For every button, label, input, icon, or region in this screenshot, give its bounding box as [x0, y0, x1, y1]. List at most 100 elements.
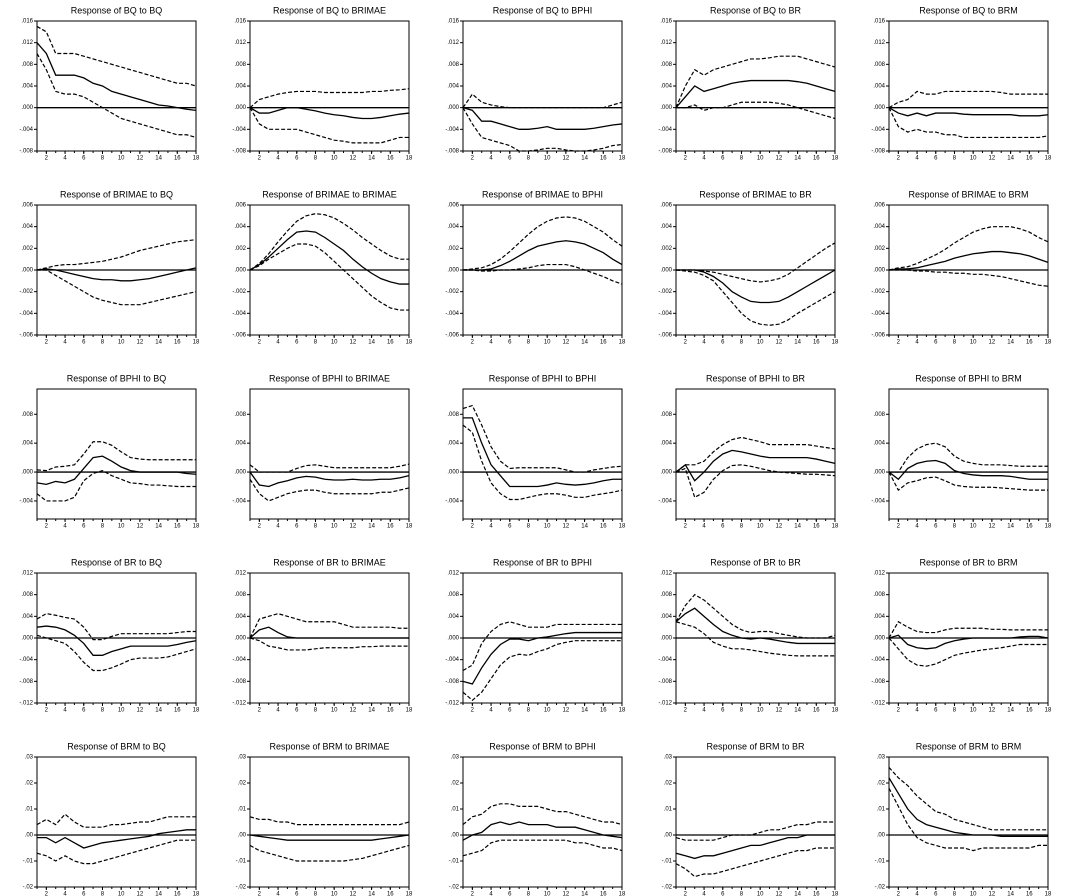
chart-title: Response of BQ to BQ — [71, 5, 163, 15]
chart-panel: Response of BR to BRIMAE-.012-.008-.004.… — [232, 557, 413, 713]
confidence-band-line — [250, 845, 409, 861]
y-tick-label: .000 — [447, 470, 459, 476]
x-tick-label: 8 — [101, 892, 105, 896]
confidence-band-line — [889, 638, 1048, 666]
x-tick-label: 6 — [508, 340, 512, 346]
x-tick-label: 18 — [406, 524, 413, 530]
y-tick-label: -.012 — [445, 701, 459, 707]
x-tick-label: 18 — [193, 892, 200, 896]
y-tick-label: -.004 — [19, 657, 33, 663]
x-tick-label: 2 — [258, 340, 262, 346]
x-tick-label: 8 — [527, 524, 531, 530]
chart-panel: Response of BPHI to BRIMAE-.004.000.004.… — [232, 373, 413, 529]
y-tick-label: -.012 — [658, 701, 672, 707]
chart-title: Response of BRM to BPHI — [489, 741, 596, 751]
y-tick-label: -.006 — [232, 333, 246, 339]
x-tick-label: 14 — [368, 156, 375, 162]
x-tick-label: 2 — [258, 708, 262, 714]
response-line — [889, 461, 1048, 480]
x-tick-label: 2 — [897, 708, 901, 714]
x-tick-label: 8 — [740, 708, 744, 714]
response-line — [463, 633, 622, 684]
chart-panel: Response of BRIMAE to BRM-.006-.004-.002… — [871, 189, 1052, 345]
x-tick-label: 16 — [600, 708, 607, 714]
x-tick-label: 2 — [45, 708, 49, 714]
y-tick-label: .03 — [451, 755, 460, 761]
chart-panel: Response of BQ to BPHI-.008-.004.000.004… — [445, 5, 626, 161]
x-tick-label: 2 — [258, 892, 262, 896]
y-tick-label: .008 — [447, 592, 459, 598]
y-tick-label: .000 — [234, 470, 246, 476]
y-tick-label: .004 — [873, 84, 885, 90]
x-tick-label: 16 — [1026, 340, 1033, 346]
chart-title: Response of BPHI to BPHI — [489, 373, 597, 383]
x-tick-label: 4 — [915, 156, 919, 162]
x-tick-label: 8 — [527, 156, 531, 162]
x-tick-label: 12 — [137, 340, 144, 346]
x-tick-label: 14 — [155, 156, 162, 162]
x-tick-label: 18 — [619, 340, 626, 346]
x-tick-label: 14 — [581, 892, 588, 896]
chart-title: Response of BR to BQ — [71, 557, 162, 567]
plot-frame — [37, 757, 196, 887]
chart-title: Response of BRIMAE to BQ — [60, 189, 173, 199]
x-tick-label: 10 — [118, 892, 125, 896]
x-tick-label: 4 — [702, 156, 706, 162]
x-tick-label: 10 — [118, 340, 125, 346]
x-tick-label: 14 — [1007, 708, 1014, 714]
chart-title: Response of BRIMAE to BRIMAE — [262, 189, 397, 199]
y-tick-label: .012 — [447, 571, 459, 577]
chart-panel: Response of BPHI to BPHI-.004.000.004.00… — [445, 373, 626, 529]
x-tick-label: 16 — [1026, 524, 1033, 530]
x-tick-label: 16 — [387, 708, 394, 714]
x-tick-label: 2 — [258, 156, 262, 162]
response-line — [676, 835, 835, 858]
x-tick-label: 18 — [619, 708, 626, 714]
confidence-band-line — [250, 479, 409, 501]
x-tick-label: 6 — [295, 524, 299, 530]
y-tick-label: -.004 — [232, 127, 246, 133]
y-tick-label: .000 — [447, 105, 459, 111]
x-tick-label: 14 — [581, 524, 588, 530]
y-tick-label: .000 — [21, 105, 33, 111]
y-tick-label: -.01 — [23, 859, 34, 865]
x-tick-label: 8 — [527, 708, 531, 714]
chart-title: Response of BRIMAE to BRM — [908, 189, 1028, 199]
y-tick-label: .004 — [660, 441, 672, 447]
y-tick-label: -.004 — [658, 499, 672, 505]
x-tick-label: 18 — [1045, 156, 1052, 162]
y-tick-label: -.002 — [232, 289, 246, 295]
x-tick-label: 8 — [314, 524, 318, 530]
x-tick-label: 14 — [155, 892, 162, 896]
chart-title: Response of BQ to BR — [710, 5, 802, 15]
x-tick-label: 18 — [832, 892, 839, 896]
y-tick-label: .006 — [873, 203, 885, 209]
y-tick-label: -.004 — [445, 657, 459, 663]
x-tick-label: 2 — [45, 340, 49, 346]
x-tick-label: 14 — [155, 340, 162, 346]
x-tick-label: 6 — [508, 708, 512, 714]
chart-panel: Response of BRM to BR-.02-.01.00.01.02.0… — [662, 741, 839, 896]
x-tick-label: 14 — [794, 708, 801, 714]
y-tick-label: .008 — [234, 412, 246, 418]
x-tick-label: 10 — [331, 892, 338, 896]
x-tick-label: 10 — [970, 708, 977, 714]
y-tick-label: -.004 — [871, 127, 885, 133]
y-tick-label: .016 — [21, 19, 33, 25]
y-tick-label: -.01 — [449, 859, 460, 865]
confidence-band-line — [889, 443, 1048, 472]
y-tick-label: -.004 — [871, 311, 885, 317]
confidence-band-line — [889, 767, 1048, 829]
confidence-band-line — [463, 406, 622, 472]
x-tick-label: 12 — [137, 708, 144, 714]
x-tick-label: 6 — [934, 892, 938, 896]
x-tick-label: 8 — [740, 892, 744, 896]
x-tick-label: 4 — [276, 892, 280, 896]
y-tick-label: -.02 — [236, 885, 247, 891]
x-tick-label: 6 — [508, 156, 512, 162]
y-tick-label: .01 — [238, 807, 247, 813]
y-tick-label: -.008 — [871, 149, 885, 155]
x-tick-label: 2 — [471, 524, 475, 530]
x-tick-label: 4 — [702, 708, 706, 714]
plot-frame — [889, 389, 1048, 519]
